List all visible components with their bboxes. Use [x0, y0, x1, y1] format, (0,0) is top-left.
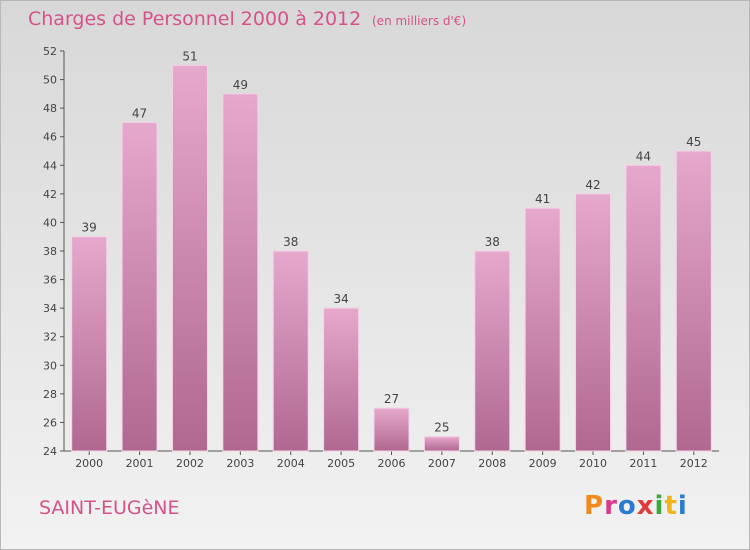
- bar-2007: [423, 436, 460, 452]
- data-label: 49: [233, 78, 248, 92]
- logo-letter: x: [636, 491, 655, 521]
- y-tick-label: 36: [43, 274, 57, 287]
- y-tick-label: 26: [43, 416, 57, 429]
- data-label: 42: [585, 178, 600, 192]
- bar-2009: [524, 207, 561, 452]
- y-tick-label: 46: [43, 131, 57, 144]
- data-label: 38: [485, 235, 500, 249]
- data-label: 47: [132, 106, 147, 120]
- data-label: 34: [333, 292, 348, 306]
- y-tick-label: 52: [43, 45, 57, 58]
- bar-2000: [71, 236, 108, 452]
- x-tick-label: 2004: [277, 457, 305, 470]
- logo-letter: P: [584, 491, 605, 521]
- logo-letter: i: [677, 491, 688, 521]
- data-label: 39: [82, 221, 97, 235]
- y-tick-label: 24: [43, 445, 57, 458]
- commune-name: SAINT-EUGèNE: [39, 497, 180, 519]
- y-tick-label: 32: [43, 331, 57, 344]
- x-tick-label: 2005: [327, 457, 355, 470]
- data-label: 41: [535, 192, 550, 206]
- x-tick-label: 2012: [680, 457, 708, 470]
- data-label: 45: [686, 135, 701, 149]
- data-label: 25: [434, 421, 449, 435]
- x-tick-label: 2006: [378, 457, 406, 470]
- x-tick-label: 2002: [176, 457, 204, 470]
- data-label: 38: [283, 235, 298, 249]
- data-label: 27: [384, 392, 399, 406]
- y-tick-label: 28: [43, 388, 57, 401]
- data-label: 51: [182, 49, 197, 63]
- bar-2002: [171, 64, 208, 452]
- bar-2005: [323, 307, 360, 452]
- y-tick-label: 50: [43, 74, 57, 87]
- logo-letter: o: [617, 491, 637, 521]
- chart-title: Charges de Personnel 2000 à 2012: [28, 8, 362, 30]
- x-tick-label: 2011: [629, 457, 657, 470]
- logo-letter: r: [604, 491, 618, 521]
- proxiti-logo: Proxiti: [584, 491, 688, 521]
- y-tick-label: 48: [43, 102, 57, 115]
- bar-2010: [575, 193, 612, 452]
- y-tick-label: 40: [43, 216, 57, 229]
- y-tick-label: 42: [43, 188, 57, 201]
- y-tick-label: 38: [43, 245, 57, 258]
- x-tick-label: 2001: [126, 457, 154, 470]
- data-label: 44: [636, 149, 651, 163]
- bar-2003: [222, 93, 259, 452]
- y-tick-label: 44: [43, 159, 57, 172]
- bar-2004: [272, 250, 309, 452]
- x-tick-label: 2007: [428, 457, 456, 470]
- logo-letter: t: [664, 491, 678, 521]
- x-tick-label: 2008: [478, 457, 506, 470]
- logo-letter: i: [654, 491, 665, 521]
- x-tick-label: 2003: [226, 457, 254, 470]
- x-tick-label: 2009: [529, 457, 557, 470]
- y-tick-label: 34: [43, 302, 57, 315]
- bar-2011: [625, 164, 662, 452]
- chart-subtitle: (en milliers d'€): [372, 14, 467, 28]
- bar-2001: [121, 121, 158, 452]
- y-tick-label: 30: [43, 359, 57, 372]
- bar-2012: [675, 150, 712, 452]
- x-tick-label: 2000: [75, 457, 103, 470]
- bar-2008: [474, 250, 511, 452]
- bar-2006: [373, 407, 410, 452]
- x-tick-label: 2010: [579, 457, 607, 470]
